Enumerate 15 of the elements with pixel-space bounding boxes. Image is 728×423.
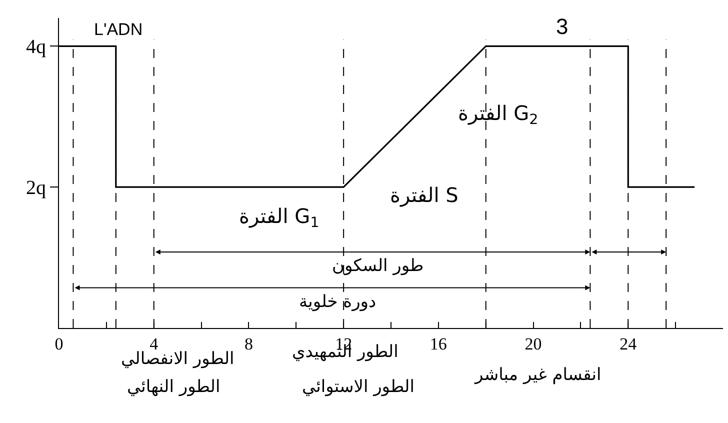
annotation: دورة خلوية [299, 292, 376, 312]
text: انقسام غير مباشر [474, 365, 602, 385]
annotation: طور السكون [332, 256, 424, 276]
annotation: 3 [556, 14, 568, 39]
y-axis-title: L'ADN [94, 20, 143, 39]
x-tick-label: 16 [430, 334, 447, 354]
x-tick-label: 8 [244, 334, 253, 354]
x-tick-label: 24 [620, 334, 638, 354]
x-tick-label: 0 [54, 334, 64, 354]
y-tick-label: 4q [26, 36, 46, 58]
y-tick-label: 2q [26, 177, 46, 200]
annotation: الفترة S [390, 183, 458, 207]
text: الطور النهائي [127, 377, 220, 397]
x-tick-label: 20 [524, 334, 542, 354]
text: الطور الاستوائي [302, 377, 414, 397]
